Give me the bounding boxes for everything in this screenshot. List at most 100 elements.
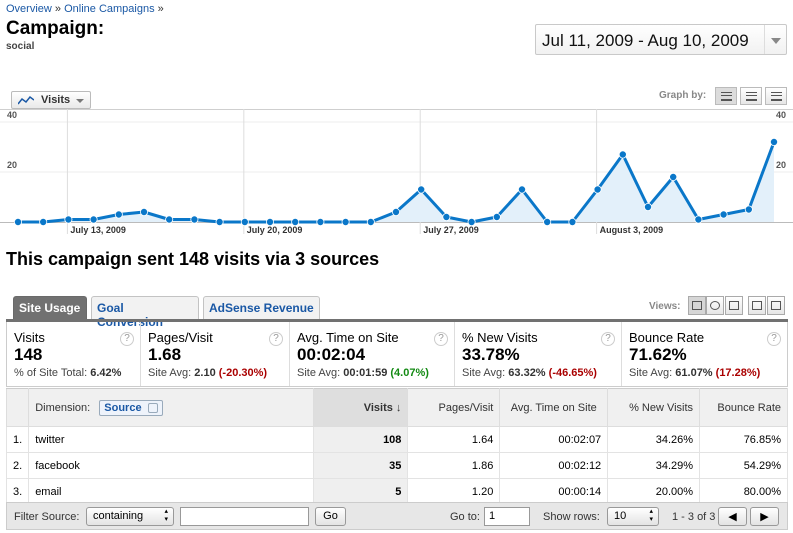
scorecard-value: 00:02:04 bbox=[297, 345, 366, 364]
chevron-down-icon[interactable] bbox=[764, 25, 786, 54]
row-source-link[interactable]: facebook bbox=[28, 452, 314, 479]
scorecard-sub: Site Avg: 61.07% (17.28%) bbox=[629, 367, 761, 379]
scorecard-value: 33.78% bbox=[462, 345, 520, 364]
table-footer: Filter Source: containing Go Go to: 1 Sh… bbox=[6, 502, 788, 530]
scorecard-label: % New Visits bbox=[462, 330, 538, 345]
trend-icon bbox=[771, 301, 781, 310]
scorecard-label: Pages/Visit bbox=[148, 330, 213, 345]
scorecard-value: 148 bbox=[14, 345, 43, 364]
graph-metric-select[interactable]: Visits bbox=[11, 91, 91, 109]
row-index: 2. bbox=[5, 452, 30, 479]
data-point bbox=[114, 210, 123, 219]
date-range-text: Jul 11, 2009 - Aug 10, 2009 bbox=[542, 31, 749, 50]
column-header-new-visits[interactable]: % New Visits bbox=[607, 388, 701, 427]
help-icon[interactable]: ? bbox=[434, 332, 448, 346]
scorecard-label: Bounce Rate bbox=[629, 330, 705, 345]
graph-by-day-button[interactable] bbox=[715, 87, 737, 105]
column-header-visits[interactable]: Visits ↓ bbox=[312, 388, 409, 427]
row-pages-visit: 1.64 bbox=[407, 426, 501, 453]
breadcrumb-separator: » bbox=[54, 3, 62, 15]
row-pages-visit: 1.20 bbox=[407, 478, 501, 505]
row-source-link[interactable]: twitter bbox=[28, 426, 314, 453]
filter-input[interactable] bbox=[180, 507, 309, 526]
data-point bbox=[341, 218, 350, 227]
data-point bbox=[89, 215, 98, 224]
data-point bbox=[593, 185, 602, 194]
dimension-select[interactable]: Source bbox=[99, 399, 163, 416]
tab-site-usage[interactable]: Site Usage bbox=[13, 296, 87, 319]
filter-label: Filter Source: bbox=[14, 511, 80, 523]
page-title: Campaign: bbox=[6, 18, 105, 39]
tab-goal-conversion[interactable]: Goal Conversion bbox=[91, 296, 199, 329]
scorecard-value: 71.62% bbox=[629, 345, 687, 364]
bar-chart-icon bbox=[729, 301, 739, 310]
row-new-visits: 34.29% bbox=[607, 452, 701, 479]
x-tick-label: July 20, 2009 bbox=[247, 225, 303, 235]
table-header-index bbox=[5, 388, 30, 427]
data-point bbox=[139, 208, 148, 217]
table-row: 2. facebook 35 1.86 00:02:12 34.29% 54.2… bbox=[5, 452, 788, 479]
graph-by-week-button[interactable] bbox=[740, 87, 762, 105]
next-page-button[interactable]: ▶ bbox=[750, 507, 779, 526]
row-visits: 108 bbox=[312, 426, 409, 453]
data-point bbox=[770, 137, 779, 146]
breadcrumb-online-campaigns-link[interactable]: Online Campaigns bbox=[64, 3, 155, 15]
row-new-visits: 34.26% bbox=[607, 426, 701, 453]
scorecard: Visits 148 % of Site Total: 6.42% ? Page… bbox=[6, 322, 788, 387]
dimension-header: Dimension: Source bbox=[28, 388, 314, 427]
view-comparison-button[interactable] bbox=[748, 296, 766, 315]
show-rows-label: Show rows: bbox=[543, 511, 600, 523]
table-icon bbox=[692, 301, 702, 310]
help-icon[interactable]: ? bbox=[269, 332, 283, 346]
date-range-picker[interactable]: Jul 11, 2009 - Aug 10, 2009 bbox=[535, 24, 787, 55]
line-chart-icon bbox=[18, 95, 34, 105]
goto-input[interactable]: 1 bbox=[484, 507, 530, 526]
help-icon[interactable]: ? bbox=[767, 332, 781, 346]
scorecard-label: Avg. Time on Site bbox=[297, 330, 399, 345]
data-point bbox=[568, 218, 577, 227]
graph-metric-label: Visits bbox=[41, 94, 71, 106]
data-point bbox=[618, 150, 627, 159]
data-point bbox=[291, 218, 300, 227]
table-header-row: Dimension: Source Visits ↓ Pages/Visit A… bbox=[5, 388, 788, 427]
comparison-icon bbox=[752, 301, 762, 310]
breadcrumb-overview-link[interactable]: Overview bbox=[6, 3, 52, 15]
data-point bbox=[391, 208, 400, 217]
filter-mode-select[interactable]: containing bbox=[86, 507, 174, 526]
view-performance-button[interactable] bbox=[725, 296, 743, 315]
page-subtitle: social bbox=[6, 41, 35, 52]
show-rows-select[interactable]: 10 bbox=[607, 507, 659, 526]
data-point bbox=[240, 218, 249, 227]
view-pie-button[interactable] bbox=[706, 296, 724, 315]
graph-by-month-button[interactable] bbox=[765, 87, 787, 105]
y-tick-label: 20 bbox=[7, 160, 17, 170]
row-source-link[interactable]: email bbox=[28, 478, 314, 505]
x-tick-label: July 13, 2009 bbox=[70, 225, 126, 235]
prev-page-button[interactable]: ◀ bbox=[718, 507, 747, 526]
column-header-pages-visit[interactable]: Pages/Visit bbox=[407, 388, 501, 427]
view-table-button[interactable] bbox=[688, 296, 706, 315]
data-point bbox=[492, 213, 501, 222]
view-pivot-button[interactable] bbox=[767, 296, 785, 315]
data-point bbox=[518, 185, 527, 194]
tab-adsense-revenue[interactable]: AdSense Revenue bbox=[203, 296, 320, 319]
table-row: 1. twitter 108 1.64 00:02:07 34.26% 76.8… bbox=[5, 426, 788, 453]
x-tick-label: August 3, 2009 bbox=[600, 225, 664, 235]
row-avg-time: 00:02:07 bbox=[499, 426, 609, 453]
help-icon[interactable]: ? bbox=[601, 332, 615, 346]
row-index: 1. bbox=[5, 426, 30, 453]
day-icon bbox=[721, 92, 732, 101]
row-bounce-rate: 76.85% bbox=[699, 426, 788, 453]
go-button[interactable]: Go bbox=[315, 507, 346, 526]
table-row: 3. email 5 1.20 00:00:14 20.00% 80.00% bbox=[5, 478, 788, 505]
y-tick-label: 40 bbox=[776, 110, 786, 120]
column-header-bounce-rate[interactable]: Bounce Rate bbox=[699, 388, 788, 427]
visits-chart: July 13, 2009 July 20, 2009 July 27, 2009 A… bbox=[0, 109, 793, 236]
scorecard-pages-visit: Pages/Visit 1.68 Site Avg: 2.10 (-20.30%… bbox=[141, 322, 290, 386]
column-header-avg-time[interactable]: Avg. Time on Site bbox=[499, 388, 609, 427]
pie-chart-icon bbox=[710, 301, 720, 310]
row-avg-time: 00:00:14 bbox=[499, 478, 609, 505]
data-point bbox=[265, 218, 274, 227]
help-icon[interactable]: ? bbox=[120, 332, 134, 346]
data-point bbox=[694, 215, 703, 224]
